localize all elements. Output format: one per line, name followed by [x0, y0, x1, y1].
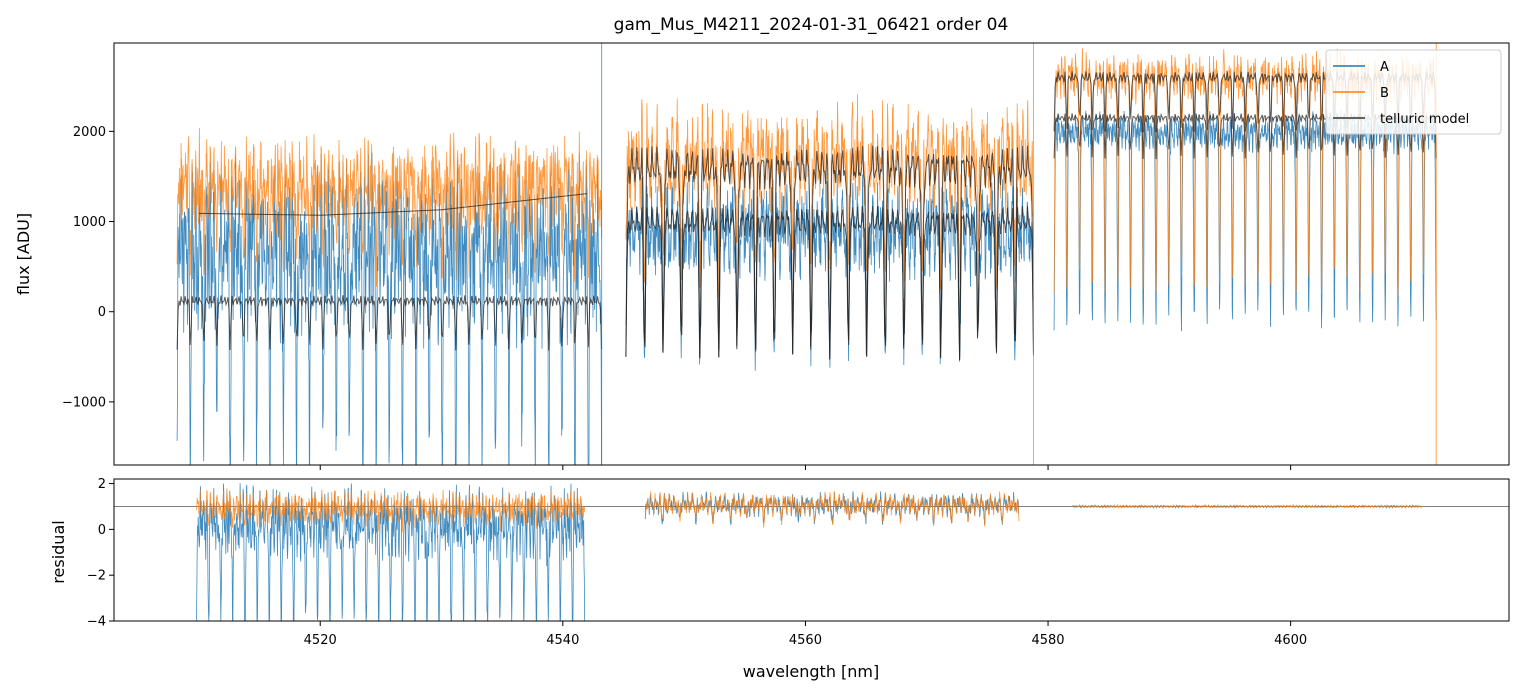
- flux-panel: −1000 0 1000 2000 flux [ADU] A B telluric m…: [14, 42, 1510, 470]
- residual-panel-frame: [113, 478, 1510, 622]
- flux-plot-area: [176, 43, 1437, 465]
- residual-plot-area: [114, 483, 1509, 621]
- model-a-seg0: [176, 295, 603, 351]
- residual-x-axis: 4520 4540 4560 4580 4600: [304, 621, 1307, 648]
- x-tick-label-4: 4600: [1274, 633, 1307, 648]
- residual-panel: −4 −2 0 2 4520 4540 4560 4580 4600 residual wav…: [49, 477, 1510, 681]
- x-tick-label-3: 4580: [1031, 633, 1064, 648]
- residual-b-seg0: [196, 488, 586, 533]
- series-b-seg2: [1053, 48, 1437, 296]
- residual-b-seg1: [644, 491, 1020, 528]
- x-tick-label-1: 4540: [546, 633, 579, 648]
- legend-box: [1325, 49, 1502, 135]
- series-b-seg0: [176, 127, 602, 288]
- x-tick-label-2: 4560: [789, 633, 822, 648]
- chart-title: gam_Mus_M4211_2024-01-31_06421 order 04: [614, 15, 1009, 35]
- flux-y-tick-label-1: 0: [98, 305, 106, 320]
- flux-x-ticks: [319, 465, 1292, 470]
- model-b-seg0: [198, 193, 588, 216]
- flux-panel-frame: [113, 42, 1510, 466]
- residual-b-seg2: [1072, 503, 1423, 510]
- flux-y-tick-label-2: 1000: [73, 215, 106, 230]
- residual-y-tick-label-0: −4: [87, 615, 106, 630]
- flux-y-tick-label-3: 2000: [73, 125, 106, 140]
- legend-label-b: B: [1380, 86, 1389, 101]
- flux-y-axis: −1000 0 1000 2000: [62, 125, 114, 410]
- flux-y-tick-label-0: −1000: [62, 395, 106, 410]
- series-a-seg0: [176, 152, 602, 465]
- x-tick-label-0: 4520: [304, 633, 337, 648]
- legend-label-model: telluric model: [1380, 112, 1469, 127]
- flux-y-axis-label: flux [ADU]: [14, 213, 33, 295]
- residual-y-tick-label-3: 2: [98, 477, 106, 492]
- residual-y-axis-label: residual: [49, 520, 68, 583]
- model-b-seg1: [625, 145, 1034, 361]
- series-a-seg2: [1053, 109, 1437, 332]
- residual-y-tick-label-2: 0: [98, 523, 106, 538]
- x-axis-label: wavelength [nm]: [743, 662, 880, 681]
- residual-a-seg0: [196, 483, 586, 621]
- legend: A B telluric model: [1325, 49, 1502, 135]
- model-a-seg2: [1053, 112, 1437, 160]
- residual-y-tick-label-1: −2: [87, 569, 106, 584]
- legend-label-a: A: [1380, 60, 1389, 75]
- residual-y-axis: −4 −2 0 2: [87, 477, 114, 630]
